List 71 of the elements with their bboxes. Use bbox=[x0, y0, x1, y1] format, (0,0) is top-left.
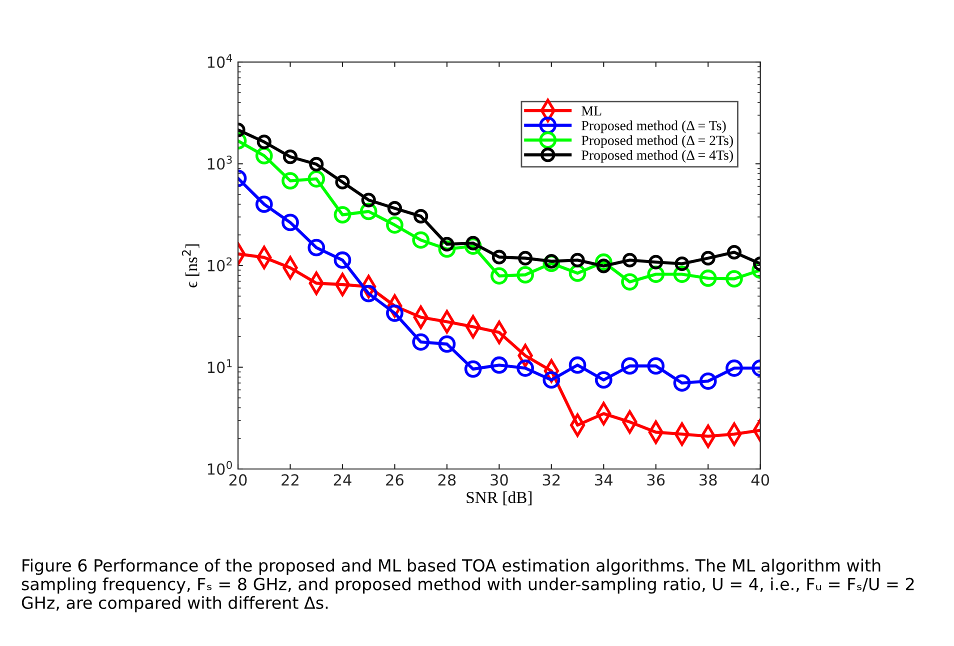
point bbox=[673, 374, 691, 392]
point bbox=[699, 270, 717, 287]
point bbox=[466, 236, 480, 250]
point bbox=[726, 359, 743, 377]
point bbox=[360, 284, 378, 302]
x-tick-label: 26 bbox=[386, 474, 404, 486]
point bbox=[361, 192, 376, 208]
point bbox=[621, 273, 638, 291]
x-tick-label: 36 bbox=[647, 474, 665, 486]
point bbox=[596, 258, 611, 274]
x-axis-title: SNR [dB] bbox=[466, 491, 532, 506]
point bbox=[726, 270, 743, 288]
point bbox=[414, 208, 428, 224]
point bbox=[387, 201, 402, 216]
point bbox=[622, 252, 638, 268]
point bbox=[412, 333, 430, 351]
point bbox=[412, 231, 430, 249]
point bbox=[256, 134, 272, 150]
point bbox=[490, 267, 508, 285]
point bbox=[568, 356, 586, 374]
point bbox=[516, 359, 534, 377]
x-tick-label: 24 bbox=[334, 474, 352, 486]
point bbox=[335, 174, 350, 190]
y-tick-label: 10$^{3}$ bbox=[208, 156, 232, 170]
x-tick-label: 32 bbox=[542, 474, 560, 486]
legend-label: ML bbox=[582, 106, 602, 116]
y-axis-title: ϵ [ns$^{2}$] bbox=[182, 244, 200, 288]
point bbox=[308, 238, 326, 256]
x-tick-label: 30 bbox=[490, 474, 508, 486]
point bbox=[255, 196, 273, 213]
y-tick-label: 10$^{2}$ bbox=[208, 257, 232, 272]
legend-label: Proposed method (Δ = 4Ts) bbox=[582, 150, 733, 163]
point bbox=[570, 252, 585, 268]
point bbox=[438, 335, 456, 353]
legend-label: Proposed method (Δ = Ts) bbox=[582, 120, 726, 134]
point bbox=[542, 371, 560, 389]
point bbox=[647, 357, 665, 375]
point bbox=[621, 357, 638, 375]
x-tick-label: 28 bbox=[438, 474, 456, 486]
x-tick-label: 20 bbox=[229, 474, 247, 486]
point bbox=[282, 150, 298, 164]
point bbox=[490, 356, 508, 374]
point bbox=[440, 236, 454, 252]
point bbox=[594, 371, 612, 389]
point bbox=[516, 266, 534, 284]
point bbox=[726, 244, 742, 260]
y-tick-label: 10$^{4}$ bbox=[208, 54, 232, 68]
x-tick-label: 34 bbox=[595, 474, 613, 486]
caption: Figure 6 Performance of the proposed and ML based TOA estimation algorithms. The ML algorithm with sampling frequency, Fₛ = 8 GHz, and proposed method with under-sampling ratio, U = 4, i.e., Fᵤ = Fₛ/U = 2 GHz, are compared with different Δs. bbox=[22, 558, 914, 612]
point bbox=[309, 156, 324, 172]
point bbox=[699, 372, 717, 390]
point bbox=[282, 172, 299, 190]
y-tick-label: 10$^{1}$ bbox=[208, 359, 232, 374]
point bbox=[674, 256, 690, 272]
x-tick-label: 22 bbox=[282, 474, 298, 486]
point bbox=[464, 360, 482, 378]
point bbox=[334, 251, 352, 269]
x-tick-label: 40 bbox=[751, 474, 770, 486]
point bbox=[648, 254, 664, 270]
point bbox=[386, 304, 404, 322]
point bbox=[518, 250, 533, 266]
point bbox=[700, 250, 716, 266]
point bbox=[492, 250, 506, 264]
point bbox=[308, 170, 326, 188]
x-tick-label: 38 bbox=[700, 474, 717, 486]
point bbox=[386, 216, 404, 234]
point bbox=[282, 214, 299, 232]
point bbox=[544, 254, 559, 269]
point bbox=[334, 206, 352, 224]
y-tick-label: 10$^{0}$ bbox=[208, 460, 232, 475]
legend-label: Proposed method (Δ = 2Ts) bbox=[582, 135, 733, 148]
